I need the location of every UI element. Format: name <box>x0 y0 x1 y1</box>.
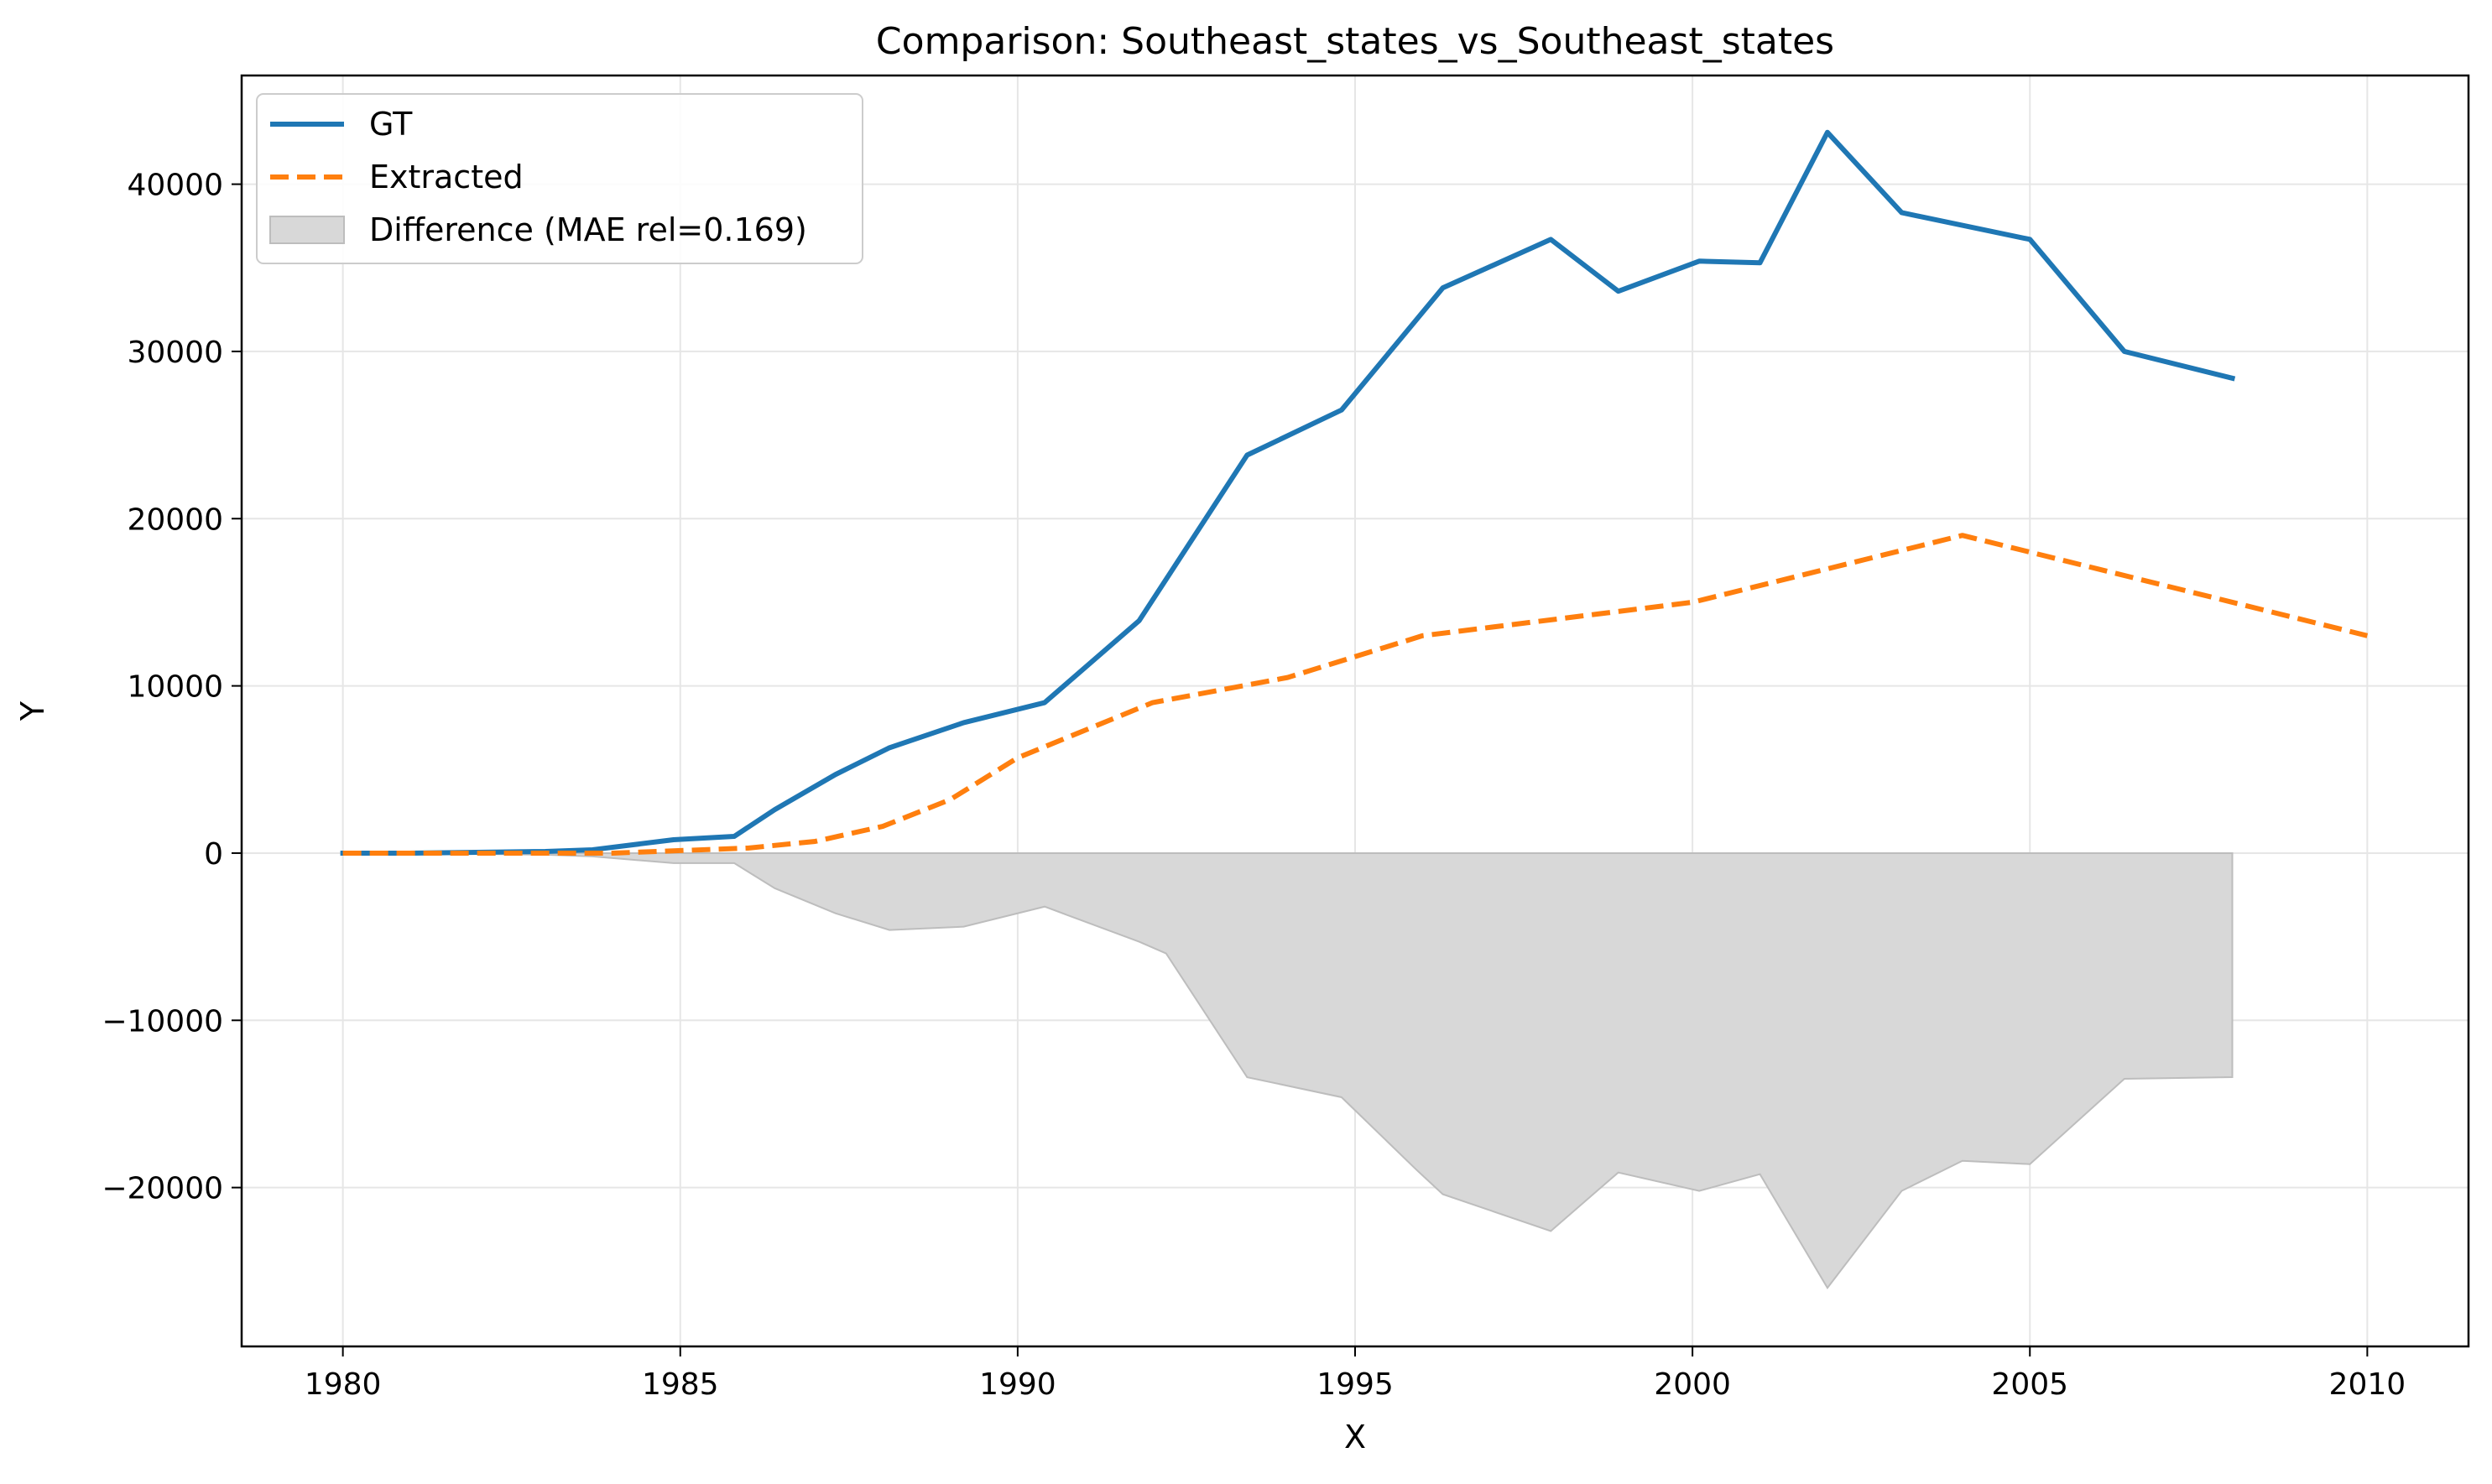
legend-swatch <box>269 216 345 244</box>
y-tick-label: 40000 <box>127 169 223 203</box>
legend-label: Difference (MAE rel=0.169) <box>369 211 807 248</box>
difference-area <box>342 851 2234 1290</box>
y-axis-label: Y <box>14 700 51 721</box>
x-tick-label: 2010 <box>2329 1367 2406 1402</box>
x-tick-label: 2005 <box>1991 1367 2068 1402</box>
y-tick-label: 10000 <box>127 670 223 705</box>
x-tick-label: 1985 <box>642 1367 719 1402</box>
series-line-gt <box>340 129 2236 856</box>
y-tick-label: 0 <box>204 837 223 872</box>
x-axis-label: X <box>1344 1419 1366 1455</box>
difference-area-layer <box>342 851 2234 1290</box>
series-layer <box>340 129 2369 856</box>
x-tick-label: 1990 <box>979 1367 1056 1402</box>
y-tick-label: −20000 <box>102 1172 223 1206</box>
y-tick-label: 20000 <box>127 502 223 537</box>
legend: GT Extracted Difference (MAE rel=0.169) <box>256 93 863 264</box>
ticks: 1980 1985 1990 1995 2000 2005 2010 −20000 −10000… <box>102 169 2406 1402</box>
legend-label: Extracted <box>369 159 524 195</box>
chart-title: Comparison: Southeast_states_vs_Southeas… <box>876 20 1834 63</box>
x-tick-label: 1995 <box>1316 1367 1394 1402</box>
series-line-extracted <box>342 533 2369 856</box>
legend-box <box>256 93 863 264</box>
y-tick-label: −10000 <box>102 1004 223 1039</box>
x-tick-label: 2000 <box>1654 1367 1731 1402</box>
legend-label: GT <box>369 106 413 143</box>
y-tick-label: 30000 <box>127 336 223 370</box>
x-tick-label: 1980 <box>305 1367 382 1402</box>
